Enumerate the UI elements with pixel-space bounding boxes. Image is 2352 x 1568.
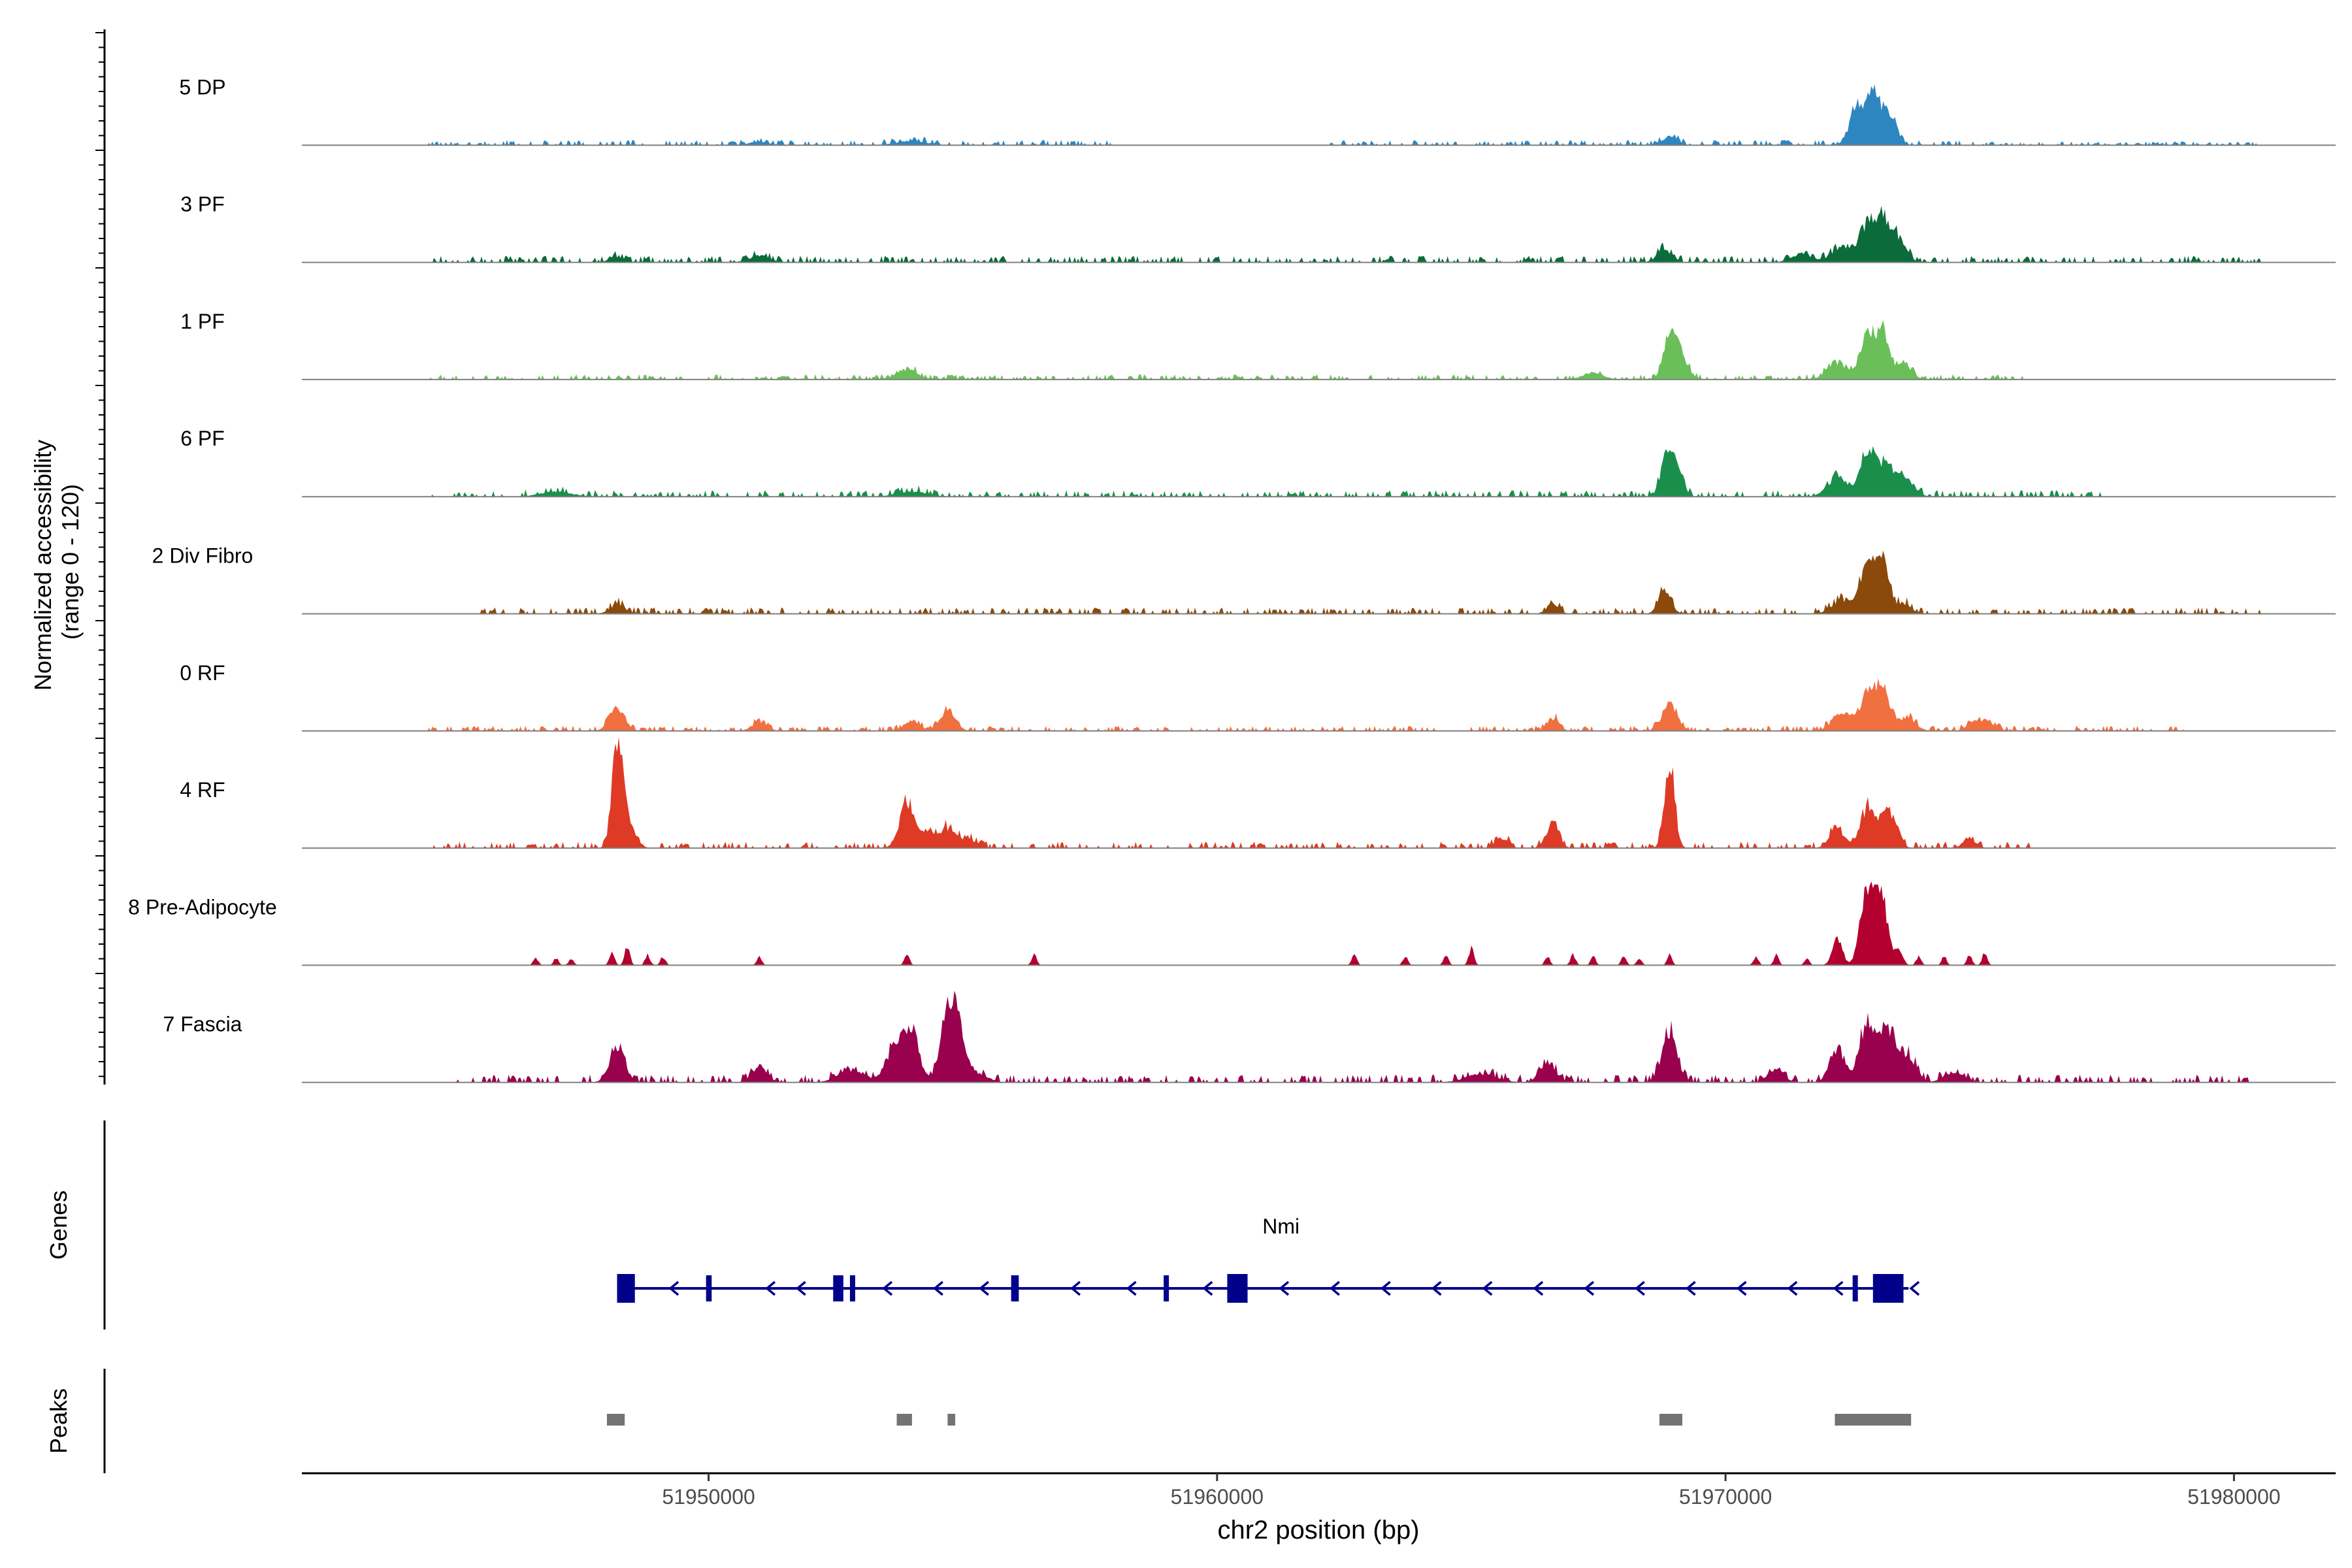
- x-tick-label: 51960000: [1171, 1485, 1264, 1509]
- track-label: 5 DP: [179, 75, 225, 99]
- gene-exon: [1164, 1275, 1169, 1301]
- y-axis-title-line2: (range 0 - 120): [57, 484, 84, 640]
- coverage-track: 6 PF: [180, 427, 2336, 498]
- gene-name-label: Nmi: [1262, 1215, 1299, 1238]
- strand-arrow: [1126, 1281, 1137, 1296]
- gene-exon: [706, 1275, 712, 1301]
- gene-exon: [833, 1275, 843, 1301]
- coverage-track: 2 Div Fibro: [152, 544, 2336, 615]
- coverage-y-ticks: [95, 32, 105, 1077]
- gene-exon: [1852, 1275, 1858, 1301]
- gene-exon: [1227, 1274, 1248, 1303]
- peak-region: [1835, 1414, 1912, 1426]
- track-label: 4 RF: [180, 778, 225, 802]
- gene-exon: [849, 1275, 855, 1301]
- coverage-area: [302, 206, 2336, 263]
- x-tick-label: 51980000: [2187, 1485, 2280, 1509]
- strand-arrow: [1909, 1281, 1920, 1296]
- strand-arrow: [668, 1281, 679, 1296]
- coverage-track: 3 PF: [180, 193, 2336, 263]
- coverage-track: 4 RF: [180, 737, 2336, 849]
- coverage-track: 1 PF: [180, 310, 2336, 380]
- peaks-panel-label: Peaks: [45, 1388, 72, 1454]
- strand-arrow: [882, 1281, 893, 1296]
- coverage-tracks: 5 DP 3 PF 1 PF 6 PF 2 Div Fibro 0 RF 4 RF 8 Pre…: [128, 75, 2336, 1083]
- gene-exon: [617, 1274, 635, 1303]
- strand-arrow: [1202, 1281, 1213, 1296]
- x-tick-label: 51950000: [662, 1485, 755, 1509]
- track-label: 7 Fascia: [163, 1013, 242, 1036]
- coverage-track: 7 Fascia: [163, 990, 2336, 1083]
- y-axis-title: Normalized accessibility (range 0 - 120): [29, 433, 84, 691]
- strand-arrow: [1533, 1281, 1544, 1296]
- track-label: 1 PF: [180, 310, 225, 333]
- gene-track: Nmi: [617, 1215, 1920, 1303]
- x-tick-label: 51970000: [1679, 1485, 1772, 1509]
- track-label: 6 PF: [180, 427, 225, 450]
- gene-exon: [1011, 1275, 1019, 1301]
- strand-arrow: [1833, 1281, 1844, 1296]
- peak-region: [1659, 1414, 1682, 1426]
- peak-region: [947, 1414, 956, 1426]
- coverage-track: 8 Pre-Adipocyte: [128, 881, 2336, 966]
- strand-arrow: [1584, 1281, 1595, 1296]
- track-label: 0 RF: [180, 661, 225, 685]
- coverage-track: 0 RF: [180, 661, 2336, 732]
- strand-arrow: [1380, 1281, 1391, 1296]
- peak-region: [896, 1414, 912, 1426]
- strand-arrow: [1787, 1281, 1798, 1296]
- strand-arrow: [1736, 1281, 1747, 1296]
- strand-arrow: [1635, 1281, 1645, 1296]
- strand-arrow: [1685, 1281, 1696, 1296]
- strand-arrow: [1330, 1281, 1340, 1296]
- coverage-track: 5 DP: [179, 75, 2336, 146]
- gene-exon: [1872, 1274, 1904, 1303]
- track-label: 2 Div Fibro: [152, 544, 253, 568]
- peak-region: [606, 1414, 625, 1426]
- strand-arrow: [933, 1281, 943, 1296]
- strand-arrow: [765, 1281, 776, 1296]
- coverage-area: [302, 446, 2336, 497]
- strand-arrow: [795, 1281, 806, 1296]
- track-label: 8 Pre-Adipocyte: [128, 895, 277, 919]
- strand-arrow: [979, 1281, 989, 1296]
- strand-arrow: [1431, 1281, 1442, 1296]
- track-label: 3 PF: [180, 193, 225, 216]
- x-axis-title: chr2 position (bp): [1217, 1516, 1419, 1544]
- y-axis-title-line1: Normalized accessibility: [29, 440, 56, 691]
- strand-arrow: [1279, 1281, 1290, 1296]
- strand-arrow: [1070, 1281, 1081, 1296]
- x-axis-ticks: 51950000 51960000 51970000 51980000: [662, 1473, 2281, 1509]
- genes-panel-label: Genes: [45, 1190, 72, 1260]
- peak-track: [606, 1414, 1912, 1426]
- strand-arrow: [1482, 1281, 1493, 1296]
